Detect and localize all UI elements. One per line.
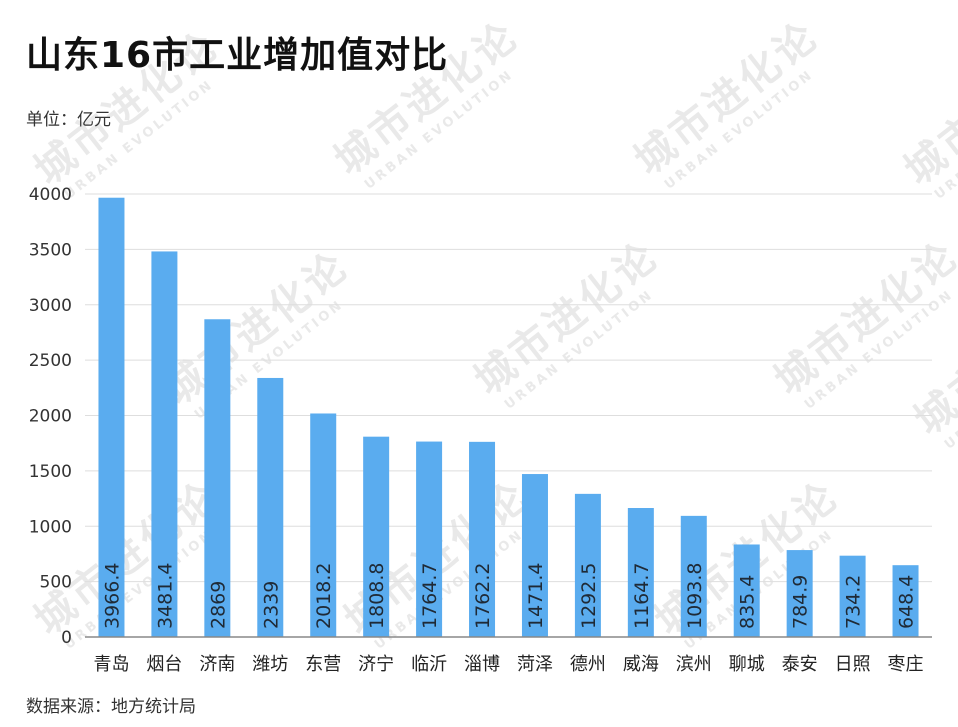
x-tick-label: 威海: [623, 654, 659, 675]
bar-青岛: [98, 197, 125, 638]
x-tick-label: 济宁: [358, 654, 394, 675]
value-label: 3966.4: [101, 563, 123, 629]
x-tick-label: 德州: [570, 654, 606, 675]
source-note: 数据来源：地方统计局: [26, 697, 196, 717]
value-labels: 3966.4 3481.4 2869 2339 2018.2 1808.8 1764.7 17…: [101, 563, 917, 629]
y-tick-label: 1000: [29, 517, 72, 537]
value-label: 734.2: [843, 575, 865, 629]
bar-烟台: [151, 251, 178, 638]
value-label: 1762.2: [472, 563, 494, 629]
bars: [98, 197, 919, 638]
value-label: 2869: [207, 581, 229, 629]
x-tick-label: 烟台: [146, 654, 182, 675]
y-tick-label: 4000: [29, 185, 72, 205]
bar-济南: [204, 319, 231, 637]
chart-title: 山东16市工业增加值对比: [26, 35, 449, 76]
x-tick-label: 日照: [835, 654, 871, 675]
value-label: 1164.7: [631, 563, 653, 629]
bar-济宁: [363, 436, 390, 637]
value-label: 1471.4: [525, 563, 547, 629]
y-tick-label: 500: [40, 573, 72, 593]
y-tick-label: 1500: [29, 462, 72, 482]
bar-临沂: [416, 441, 443, 637]
x-tick-label: 青岛: [93, 654, 129, 675]
value-label: 3481.4: [154, 563, 176, 629]
bar-日照: [839, 555, 866, 637]
x-tick-label: 济南: [199, 654, 235, 675]
x-tick-label: 淄博: [464, 654, 500, 675]
value-label: 2339: [260, 581, 282, 629]
y-tick-label: 2500: [29, 351, 72, 371]
x-tick-label: 聊城: [729, 654, 765, 675]
bar-聊城: [733, 544, 760, 637]
value-label: 648.4: [896, 575, 918, 629]
x-tick-label: 临沂: [411, 654, 447, 675]
bar-东营: [310, 413, 337, 637]
x-tick-label: 菏泽: [517, 654, 553, 675]
y-axis-ticks: 0 500 1000 1500 2000 2500 3000 3500 4000: [29, 185, 72, 648]
x-tick-label: 滨州: [676, 654, 712, 675]
bar-泰安: [786, 550, 813, 637]
x-axis-labels: 青岛 烟台 济南 潍坊 东营 济宁 临沂 淄博 菏泽 德州 威海 滨州 聊城 泰安 日照 枣庄: [93, 654, 923, 675]
x-tick-label: 枣庄: [888, 654, 924, 675]
y-tick-label: 0: [61, 628, 72, 648]
value-label: 1808.8: [366, 563, 388, 629]
bar-潍坊: [257, 377, 284, 637]
bar-滨州: [680, 515, 707, 637]
y-tick-label: 3500: [29, 240, 72, 260]
bar-德州: [574, 493, 601, 637]
x-tick-label: 潍坊: [252, 654, 288, 675]
value-label: 2018.2: [313, 563, 335, 629]
x-tick-label: 泰安: [782, 654, 818, 675]
value-label: 835.4: [737, 575, 759, 629]
bar-淄博: [469, 441, 496, 637]
value-label: 1764.7: [419, 563, 441, 629]
bar-威海: [627, 508, 654, 637]
value-label: 784.9: [790, 575, 812, 629]
y-tick-label: 2000: [29, 407, 72, 427]
value-label: 1093.8: [684, 563, 706, 629]
x-tick-label: 东营: [305, 654, 341, 675]
bar-枣庄: [892, 565, 919, 637]
bar-菏泽: [521, 474, 548, 637]
unit-label: 单位：亿元: [26, 110, 111, 130]
y-tick-label: 3000: [29, 296, 72, 316]
value-label: 1292.5: [578, 563, 600, 629]
